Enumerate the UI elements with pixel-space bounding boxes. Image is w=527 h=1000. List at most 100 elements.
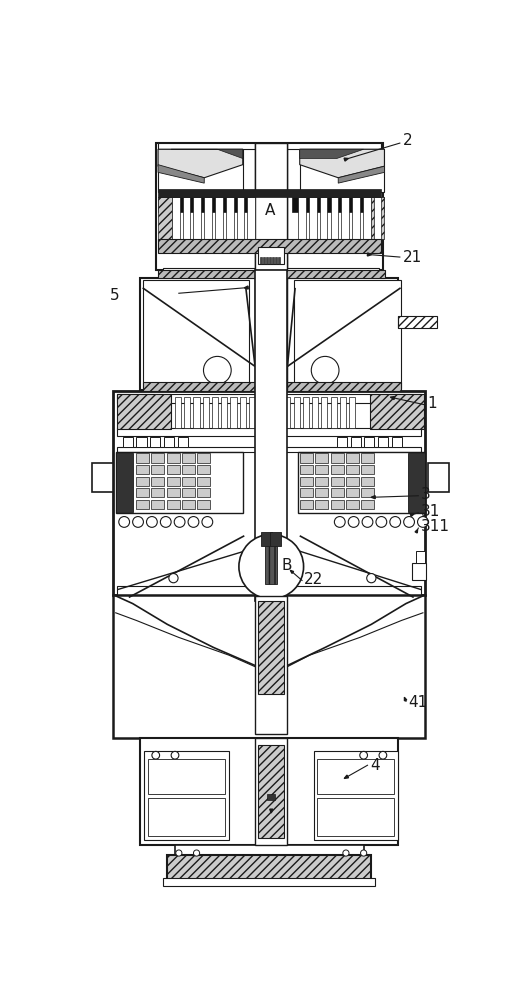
Bar [117, 394, 422, 403]
Bar [136, 465, 149, 474]
Bar [255, 596, 287, 734]
Bar [92, 463, 113, 492]
Bar [330, 500, 344, 509]
Bar [362, 453, 374, 463]
Bar [258, 247, 285, 264]
Bar [255, 270, 287, 601]
Bar [261, 532, 272, 546]
Circle shape [379, 751, 387, 759]
Bar [269, 257, 271, 264]
Bar [167, 488, 180, 497]
Bar [193, 197, 201, 239]
Bar [346, 453, 359, 463]
Circle shape [417, 517, 428, 527]
Bar [362, 465, 374, 474]
Bar [346, 500, 359, 509]
Text: B: B [281, 558, 292, 573]
Bar [330, 465, 344, 474]
Bar [158, 270, 385, 278]
Bar [275, 397, 281, 428]
Bar [151, 500, 164, 509]
Circle shape [239, 534, 304, 599]
Bar [156, 143, 383, 270]
Bar [300, 465, 313, 474]
Bar [321, 397, 327, 428]
Bar [148, 759, 225, 794]
Bar [123, 437, 133, 447]
Bar [330, 197, 338, 239]
Bar [116, 452, 243, 513]
Bar [136, 500, 149, 509]
Circle shape [176, 850, 182, 856]
Polygon shape [367, 253, 372, 256]
Bar [136, 488, 149, 497]
Bar [398, 316, 437, 328]
Bar [312, 397, 318, 428]
Bar [158, 189, 382, 197]
Bar [412, 563, 426, 580]
Text: 31: 31 [421, 504, 440, 519]
Bar [203, 397, 209, 428]
Polygon shape [300, 149, 384, 178]
Circle shape [174, 517, 185, 527]
Bar [258, 745, 285, 838]
Circle shape [169, 574, 178, 583]
Bar [416, 551, 425, 563]
Bar [364, 437, 374, 447]
Polygon shape [270, 809, 273, 813]
Bar [136, 437, 147, 447]
Bar [140, 738, 398, 845]
Bar [197, 453, 210, 463]
Bar [292, 197, 384, 212]
Bar [266, 257, 268, 264]
Text: A: A [265, 203, 275, 218]
Bar [197, 477, 210, 486]
Bar [117, 394, 171, 429]
Bar [182, 488, 195, 497]
Bar [163, 268, 379, 277]
Bar [172, 197, 180, 239]
Bar [150, 437, 160, 447]
Circle shape [193, 850, 200, 856]
Bar [158, 149, 243, 192]
Circle shape [390, 517, 401, 527]
Circle shape [133, 517, 143, 527]
Text: 5: 5 [110, 288, 119, 303]
Bar [197, 465, 210, 474]
Bar [164, 437, 174, 447]
Polygon shape [245, 286, 248, 289]
Bar [158, 197, 250, 212]
Circle shape [335, 517, 345, 527]
Bar [315, 488, 328, 497]
Bar [300, 488, 313, 497]
Circle shape [367, 574, 376, 583]
Bar [247, 197, 255, 239]
Text: 2: 2 [403, 133, 413, 148]
Polygon shape [372, 496, 375, 499]
Circle shape [376, 517, 387, 527]
Bar [182, 465, 195, 474]
Bar [278, 257, 280, 264]
Bar [340, 397, 346, 428]
Bar [362, 477, 374, 486]
Polygon shape [290, 570, 294, 573]
Bar [370, 394, 424, 429]
Polygon shape [391, 397, 395, 400]
Bar [249, 397, 255, 428]
Bar [151, 453, 164, 463]
Bar [378, 437, 388, 447]
Circle shape [203, 356, 231, 384]
Circle shape [348, 517, 359, 527]
Bar [264, 778, 279, 821]
Circle shape [152, 751, 160, 759]
Bar [167, 453, 180, 463]
Bar [255, 278, 287, 389]
Bar [175, 397, 181, 428]
Bar [346, 488, 359, 497]
Bar [270, 532, 281, 546]
Bar [226, 197, 233, 239]
Bar [158, 143, 380, 149]
Circle shape [362, 517, 373, 527]
Text: 1: 1 [427, 396, 437, 411]
Bar [117, 447, 422, 452]
